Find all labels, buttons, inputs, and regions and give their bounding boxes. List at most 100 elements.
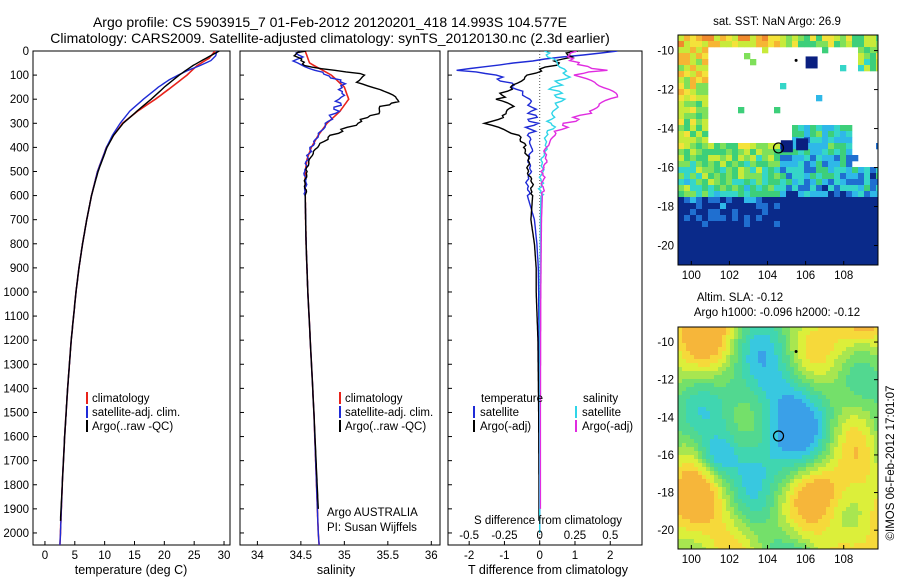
map-cell [720,215,726,221]
map-cell [706,507,710,511]
map-cell [762,523,766,527]
map-cell [846,367,850,371]
map-cell [770,523,774,527]
map-cell [866,459,870,463]
map-cell [684,137,690,143]
map-cell [774,383,778,387]
map-cell [858,395,862,399]
map-cell [734,491,738,495]
map-cell [858,257,864,263]
map-cell [718,395,722,399]
map-cell [758,395,762,399]
map-cell [714,539,718,543]
map-cell [742,539,746,543]
map-cell [846,131,852,137]
map-cell [830,523,834,527]
map-cell [822,203,828,209]
map-cell [850,383,854,387]
map-cell [738,491,742,495]
map-cell [786,375,790,379]
map-cell [818,439,822,443]
map-cell [714,463,718,467]
map-cell [834,447,838,451]
map-cell [718,535,722,539]
map-cell [834,233,840,239]
map-cell [686,431,690,435]
map-cell [702,41,708,47]
map-cell [694,415,698,419]
map-cell [774,203,780,209]
map-cell [842,451,846,455]
map-cell [818,355,822,359]
map-cell [696,125,702,131]
map-cell [702,511,706,515]
map-cell [852,263,858,269]
map-cell [864,209,870,215]
map-cell [806,407,810,411]
map-cell [790,363,794,367]
map-cell [794,407,798,411]
map-cell [746,447,750,451]
map-cell [750,483,754,487]
map-cell [718,511,722,515]
map-cell [706,479,710,483]
map-cell [742,515,746,519]
map-cell [750,419,754,423]
map-cell [758,335,762,339]
map-cell [738,395,742,399]
map-cell [714,375,718,379]
map-cell [754,523,758,527]
map-cell [682,527,686,531]
map-cell [798,503,802,507]
map-cell [714,407,718,411]
map-cell [790,351,794,355]
map-cell [694,467,698,471]
map-cell [710,375,714,379]
map-cell [682,447,686,451]
map-cell [846,185,852,191]
map-cell [678,463,682,467]
map-cell [804,257,810,263]
map-cell [734,487,738,491]
map-cell [830,483,834,487]
map-cell [754,491,758,495]
map-cell [828,161,834,167]
map-cell [834,339,838,343]
map-cell [726,503,730,507]
map-cell [876,191,882,197]
map-cell [854,503,858,507]
map-cell [702,221,708,227]
map-cell [696,107,702,113]
map-cell [810,335,814,339]
map-cell [814,327,818,331]
map-cell [702,523,706,527]
map-cell [816,149,822,155]
map-cell [814,363,818,367]
x-tick-label: -1 [499,550,509,562]
map-cell [818,487,822,491]
map-cell [684,113,690,119]
map-cell [810,543,814,547]
map-cell [746,347,750,351]
map-cell [738,343,742,347]
map-cell [690,479,694,483]
map-cell [866,519,870,523]
map-cell [696,263,702,269]
map-cell [782,451,786,455]
map-cell [726,451,730,455]
map-cell [852,173,858,179]
map-cell [750,173,756,179]
map-cell [798,479,802,483]
map-cell [710,463,714,467]
map-cell [732,143,738,149]
map-cell [744,257,750,263]
map-cell [826,507,830,511]
map-cell [858,467,862,471]
map-cell [758,423,762,427]
map-cell [870,399,874,403]
map-cell [746,411,750,415]
map-cell [840,179,846,185]
map-cell [750,155,756,161]
map-cell [846,519,850,523]
map-cell [870,335,874,339]
